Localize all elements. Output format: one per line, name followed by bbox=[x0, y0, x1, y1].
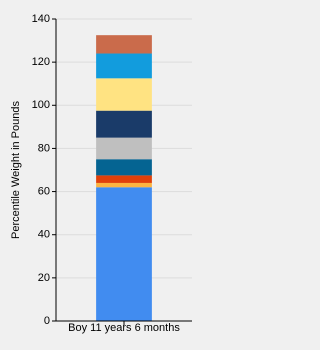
bar-segment bbox=[96, 159, 152, 176]
bar-segment bbox=[96, 187, 152, 321]
y-tick-label: 20 bbox=[38, 272, 50, 284]
y-tick-label: 0 bbox=[44, 315, 50, 327]
x-tick-label: Boy 11 years 6 months bbox=[68, 322, 180, 334]
y-axis-label: Percentile Weight in Pounds bbox=[10, 101, 22, 239]
y-tick-label: 40 bbox=[38, 229, 50, 241]
bar-segment bbox=[96, 137, 152, 160]
y-tick-label: 80 bbox=[38, 142, 50, 154]
y-tick-label: 140 bbox=[32, 13, 50, 25]
bar-segment bbox=[96, 35, 152, 54]
bar-segment bbox=[96, 53, 152, 79]
y-tick-label: 60 bbox=[38, 185, 50, 197]
bar-segment bbox=[96, 110, 152, 138]
bar-segment bbox=[96, 175, 152, 183]
bar-segment bbox=[96, 78, 152, 111]
bar-segment bbox=[96, 182, 152, 188]
y-tick-label: 120 bbox=[32, 56, 50, 68]
y-tick-label: 100 bbox=[32, 99, 50, 111]
chart: Percentile Weight in Pounds 0 20 40 60 80 100… bbox=[10, 13, 192, 334]
